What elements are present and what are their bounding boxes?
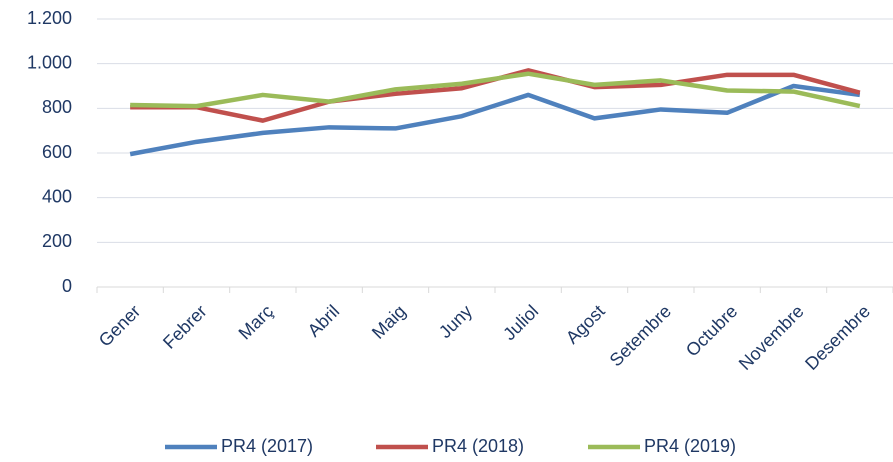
x-tick-label: Agost <box>562 301 609 348</box>
x-tick-label: Juny <box>435 301 476 342</box>
x-tick-label: Desembre <box>801 301 874 374</box>
legend-label: PR4 (2019) <box>644 436 736 456</box>
y-tick-label: 0 <box>62 276 72 296</box>
legend-label: PR4 (2017) <box>221 436 313 456</box>
x-tick-label: Octubre <box>682 301 741 360</box>
y-tick-label: 800 <box>42 97 72 117</box>
y-tick-label: 1.000 <box>27 52 72 72</box>
x-tick-label: Abril <box>304 301 344 341</box>
y-tick-label: 1.200 <box>27 8 72 28</box>
x-tick-label: Gener <box>95 301 145 351</box>
x-tick-label: Febrer <box>159 301 211 353</box>
x-tick-label: Novembre <box>735 301 808 374</box>
series-line <box>130 71 861 109</box>
y-tick-label: 600 <box>42 142 72 162</box>
y-tick-label: 400 <box>42 186 72 206</box>
x-tick-label: Març <box>235 301 277 343</box>
x-tick-label: Juliol <box>499 301 542 344</box>
y-tick-label: 200 <box>42 231 72 251</box>
series-line <box>129 83 861 157</box>
x-tick-label: Maig <box>368 301 410 343</box>
legend-label: PR4 (2018) <box>432 436 524 456</box>
x-tick-label: Setembre <box>606 301 675 370</box>
